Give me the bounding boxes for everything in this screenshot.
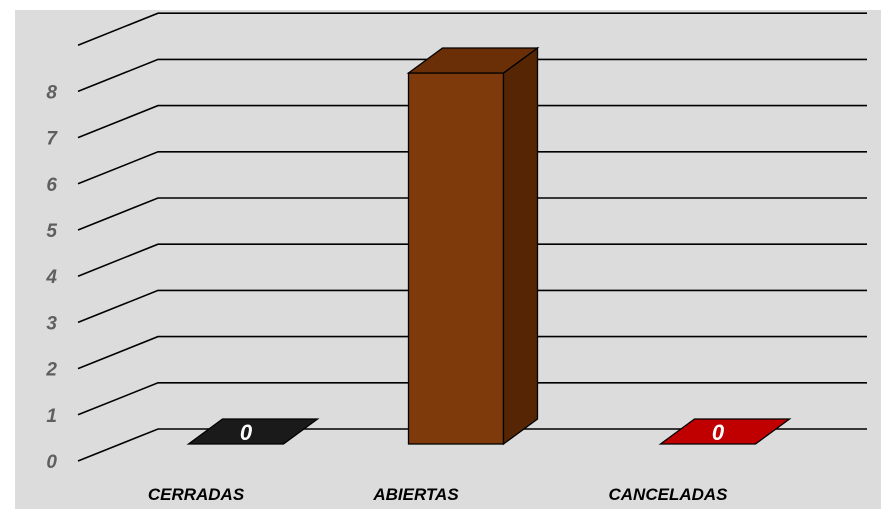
y-tick-label: 7 <box>46 129 58 150</box>
gridline <box>77 58 867 93</box>
bar-front <box>407 72 505 445</box>
bar-canceladas: 0 <box>658 418 792 445</box>
bar-cerradas: 0 <box>186 418 320 445</box>
y-tick-label: 5 <box>46 221 57 242</box>
y-tick-label: 3 <box>46 313 57 334</box>
gridline <box>77 12 867 46</box>
y-tick-label: 4 <box>45 267 57 288</box>
y-tick-label: 1 <box>46 406 57 427</box>
bar-top <box>658 418 792 445</box>
x-category-label: CERRADAS <box>148 485 245 504</box>
y-tick-label: 2 <box>45 360 57 381</box>
gridline <box>77 428 867 462</box>
gridline <box>77 151 867 185</box>
y-tick-label: 6 <box>46 175 57 196</box>
x-axis-categories: CERRADAS ABIERTAS CANCELADAS <box>148 485 728 504</box>
gridline <box>77 289 867 324</box>
x-category-label: ABIERTAS <box>372 485 459 504</box>
gridline <box>77 335 867 370</box>
y-tick-label: 0 <box>46 452 57 473</box>
gridline <box>77 381 867 416</box>
gridline <box>77 197 867 231</box>
bar-top <box>406 47 540 74</box>
bar-side <box>502 46 539 446</box>
gridline <box>77 104 867 139</box>
bar-top <box>186 418 320 445</box>
y-axis-ticks: 0 1 2 3 4 5 6 7 8 <box>45 82 58 473</box>
x-category-label: CANCELADAS <box>609 485 729 504</box>
data-label: 0 <box>240 420 253 445</box>
bar-abiertas <box>406 46 540 446</box>
y-tick-label: 8 <box>46 82 57 103</box>
gridlines <box>77 12 867 462</box>
gridline <box>77 243 867 277</box>
data-label: 0 <box>712 420 725 445</box>
